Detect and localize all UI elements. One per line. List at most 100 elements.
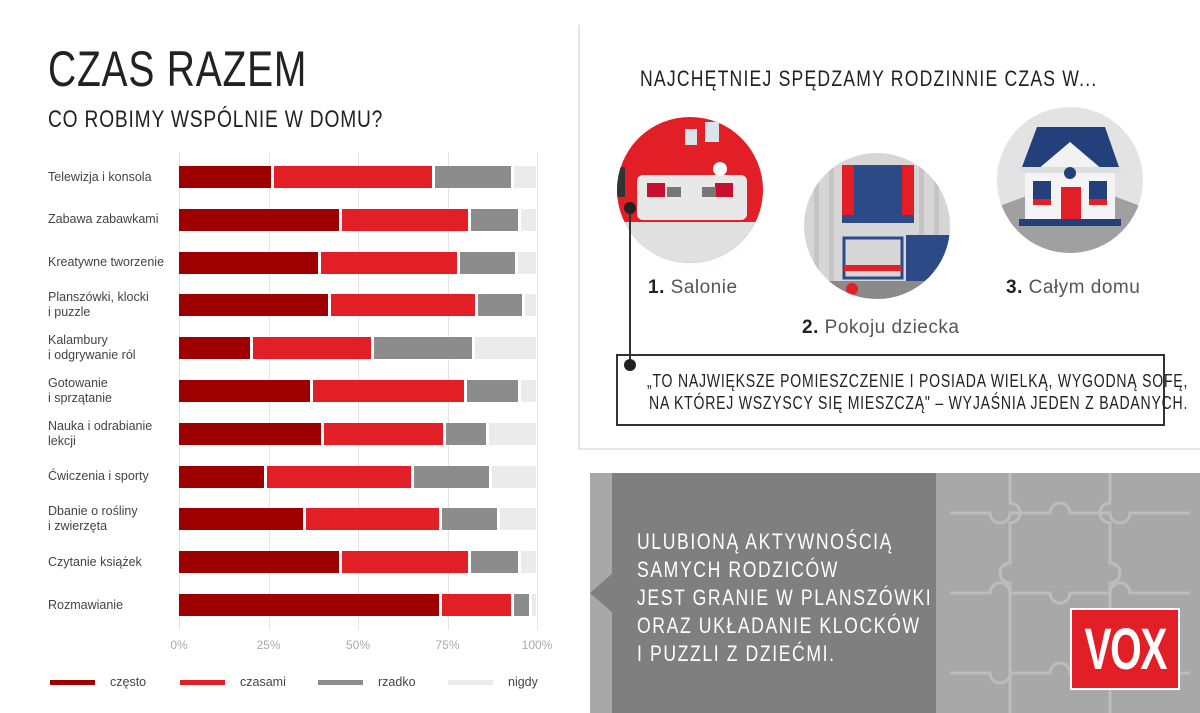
category-label: Gotowanie i sprzątanie xyxy=(48,376,112,405)
place-1-number: 1. xyxy=(648,277,665,298)
vox-logo-text: VOX xyxy=(1084,616,1167,682)
callout-line: SAMYCH RODZICÓW xyxy=(637,557,839,582)
x-tick-label: 50% xyxy=(345,638,371,652)
callout-text: ULUBIONĄ AKTYWNOŚCIĄ SAMYCH RODZICÓW JES… xyxy=(637,528,932,668)
connector-dot-bottom xyxy=(624,359,636,371)
x-tick-label: 75% xyxy=(435,638,460,652)
legend-swatch xyxy=(448,680,493,685)
quote-box xyxy=(616,354,1165,426)
bar-segment-często xyxy=(179,422,322,445)
bar-segment-rzadko xyxy=(513,594,529,616)
bar-segment-rzadko xyxy=(478,294,522,317)
legend-swatch xyxy=(318,680,363,685)
bar-segment-nigdy xyxy=(524,294,536,317)
connector-dot-top xyxy=(624,202,636,214)
bar-segment-czasami xyxy=(266,465,411,488)
callout-line: I PUZZLI Z DZIEĆMI. xyxy=(637,641,836,666)
bar-segment-rzadko xyxy=(413,465,490,488)
category-label: Kreatywne tworzenie xyxy=(48,255,165,270)
bar-segment-rzadko xyxy=(460,251,515,274)
legend-swatch xyxy=(50,680,95,685)
callout-line: ULUBIONĄ AKTYWNOŚCIĄ xyxy=(637,529,893,554)
category-label: Czytanie książek xyxy=(48,554,142,569)
favorite-places-panel xyxy=(578,25,1200,450)
bar-segment-czasami xyxy=(324,422,443,445)
bar-segment-nigdy xyxy=(474,337,536,360)
quote-text: „TO NAJWIĘKSZE POMIESZCZENIE I POSIADA W… xyxy=(647,370,1188,414)
bar-segment-nigdy xyxy=(521,551,536,574)
page-subtitle: CO ROBIMY WSPÓLNIE W DOMU? xyxy=(48,106,384,133)
bar-segment-czasami xyxy=(331,294,476,317)
x-tick-label: 0% xyxy=(170,638,188,652)
quote-line: NA KTÓREJ WSZYSCY SIĘ MIESZCZĄ" – WYJAŚN… xyxy=(649,393,1189,413)
category-label: Planszówki, klocki i puzzle xyxy=(48,290,149,320)
category-label: Dbanie o rośliny i zwierzęta xyxy=(48,504,138,534)
bar-segment-nigdy xyxy=(513,166,536,188)
place-2-number: 2. xyxy=(802,317,819,338)
legend-label: często xyxy=(110,675,147,689)
bar-segment-czasami xyxy=(306,508,440,531)
place-1-text: Salonie xyxy=(670,277,738,298)
bar-segment-nigdy xyxy=(521,380,536,402)
place-1-label: 1. Salonie xyxy=(648,277,738,299)
bar-segment-rzadko xyxy=(470,208,519,231)
bar-segment-nigdy xyxy=(521,208,536,231)
bar-segment-rzadko xyxy=(467,380,519,402)
bar-segment-często xyxy=(179,208,340,231)
place-2-text: Pokoju dziecka xyxy=(824,317,960,338)
house-illustration-icon xyxy=(997,107,1143,253)
bar-segment-rzadko xyxy=(470,551,519,574)
living-room-illustration-icon xyxy=(617,117,763,263)
legend-label: czasami xyxy=(240,675,286,689)
place-3-number: 3. xyxy=(1006,277,1023,298)
bar-segment-często xyxy=(179,551,340,574)
legend-label: rzadko xyxy=(378,675,416,689)
x-tick-label: 100% xyxy=(521,638,553,652)
category-label: Ćwiczenia i sporty xyxy=(48,469,149,484)
connector-line xyxy=(629,208,631,366)
bar-segment-często xyxy=(179,294,329,317)
bar-segment-często xyxy=(179,594,440,616)
bar-segment-rzadko xyxy=(435,166,511,188)
category-label: Telewizja i konsola xyxy=(48,169,152,184)
bar-segment-nigdy xyxy=(499,508,536,531)
callout-line: ORAZ UKŁADANIE KLOCKÓW xyxy=(637,613,921,638)
bar-segment-często xyxy=(179,251,318,274)
places-heading: NAJCHĘTNIEJ SPĘDZAMY RODZINNIE CZAS W... xyxy=(640,66,1098,91)
bar-segment-rzadko xyxy=(442,508,497,531)
bar-segment-czasami xyxy=(320,251,458,274)
category-label: Rozmawianie xyxy=(48,597,124,612)
category-label: Nauka i odrabianie lekcji xyxy=(48,418,153,448)
bar-segment-często xyxy=(179,166,272,188)
category-label: Zabawa zabawkami xyxy=(48,212,159,227)
place-3-text: Całym domu xyxy=(1028,277,1141,298)
bar-segment-często xyxy=(179,337,250,360)
place-2-label: 2. Pokoju dziecka xyxy=(802,317,959,339)
bar-segment-nigdy xyxy=(531,594,536,616)
callout-line: JEST GRANIE W PLANSZÓWKI xyxy=(637,585,933,610)
bar-segment-rzadko xyxy=(374,337,472,360)
legend-label: nigdy xyxy=(508,675,538,689)
bar-segment-często xyxy=(179,380,311,402)
bar-segment-nigdy xyxy=(488,422,536,445)
gridline xyxy=(537,152,538,630)
x-tick-label: 25% xyxy=(256,638,281,652)
bar-segment-czasami xyxy=(313,380,465,402)
callout-arrow-panel xyxy=(590,473,936,713)
bar-segment-czasami xyxy=(342,208,468,231)
bar-segment-nigdy xyxy=(492,465,536,488)
page-title: CZAS RAZEM xyxy=(48,41,308,97)
bar-segment-czasami xyxy=(342,551,468,574)
kids-room-illustration-icon xyxy=(804,153,950,299)
quote-line: „TO NAJWIĘKSZE POMIESZCZENIE I POSIADA W… xyxy=(647,371,1189,391)
vox-logo: VOX xyxy=(1070,608,1180,690)
bar-segment-czasami xyxy=(274,166,433,188)
place-3-label: 3. Całym domu xyxy=(1006,277,1140,299)
category-label: Kalambury i odgrywanie ról xyxy=(48,333,136,363)
bar-segment-czasami xyxy=(442,594,511,616)
bar-segment-nigdy xyxy=(517,251,536,274)
bar-segment-czasami xyxy=(252,337,372,360)
legend-swatch xyxy=(180,680,225,685)
bar-segment-często xyxy=(179,508,304,531)
bar-segment-często xyxy=(179,465,264,488)
